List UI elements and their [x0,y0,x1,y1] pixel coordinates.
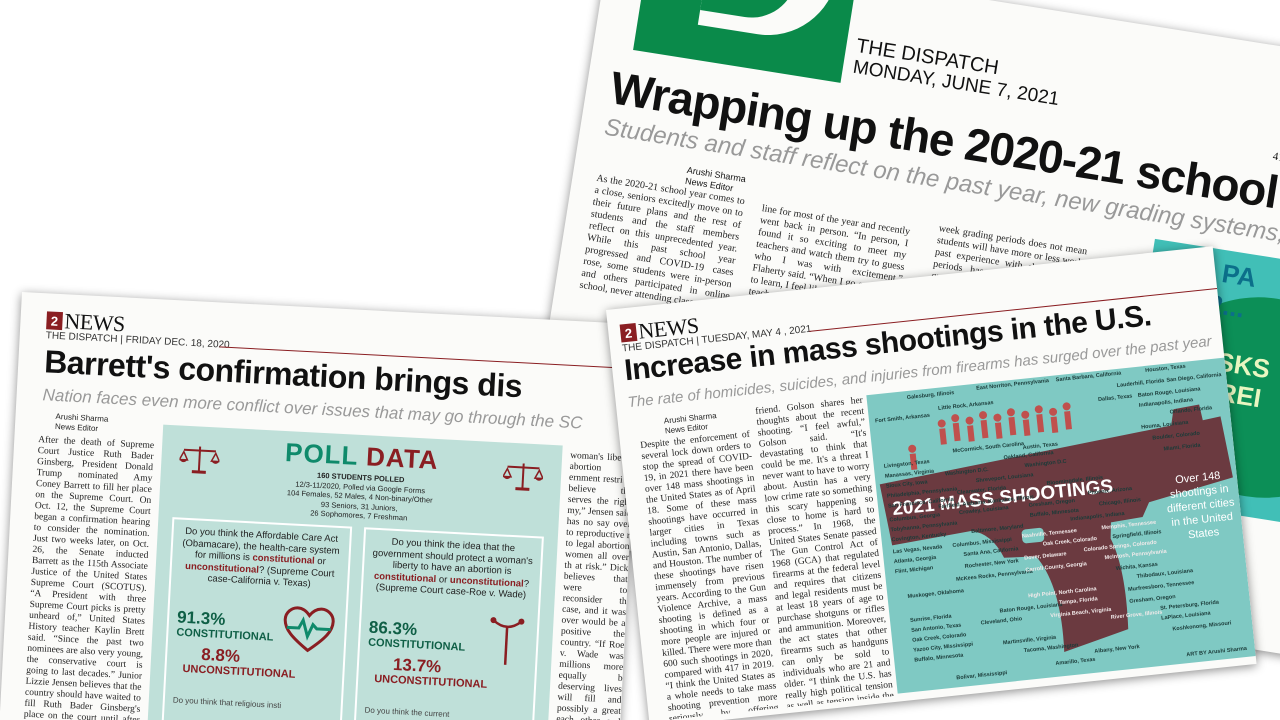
label-unconstitutional: UNCONSTITUTIONAL [373,672,488,691]
section-number: 2 [619,322,638,343]
label-constitutional: CONSTITUTIONAL [367,636,466,654]
victim-figures [908,402,1072,470]
handgun-illustration [879,404,1233,652]
article-column: After the death of Supreme Court Justice… [23,435,155,720]
article-column: Despite the enforcement of several lock … [639,429,779,720]
masthead: THE DISPATCH MONDAY, JUNE 7, 2021 [851,35,1064,111]
poll-data-graphic: POLL DATA 160 STUDENTS POLLED 12/3-11/20… [147,424,563,720]
byline: Arushi Sharma News Editor [55,412,109,435]
byline: Arushi Sharma News Editor [663,411,718,436]
poll-title-b: DATA [365,441,440,476]
poll-title-a: POLL [284,437,368,472]
scales-of-justice-icon [502,463,544,491]
next-question-text: Do you think that religious insti [172,695,282,711]
scales-of-justice-icon [178,446,221,474]
newspaper-page-mass-shootings: 2 NEWS THE DISPATCH | TUESDAY, MAY 4 , 2… [606,246,1257,720]
uterus-icon [490,617,525,665]
section-number: 2 [46,311,64,331]
mass-shootings-graphic: 2021 MASS SHOOTINGS Over 148 shootings i… [866,357,1256,694]
newspaper-page-barrett: 2 NEWS THE DISPATCH | FRIDAY DEC. 18, 20… [0,292,642,720]
question-text: Do you think the Affordable Care Act (Ob… [182,525,340,590]
graphic-caption: Over 148 shootings in different cities i… [1166,469,1236,542]
question-text: Do you think the idea that the governmen… [372,536,534,601]
heart-icon [283,606,335,653]
label-unconstitutional: UNCONSTITUTIONAL [182,662,296,681]
label-constitutional: CONSTITUTIONAL [176,626,274,644]
poll-question-roe: Do you think the idea that the governmen… [353,527,544,720]
article-column: woman's libe an abortion w ernment restr… [556,450,634,720]
poll-question-obamacare: Do you think the Affordable Care Act (Ob… [161,517,353,720]
next-question-text: Do you think the current [364,705,450,719]
